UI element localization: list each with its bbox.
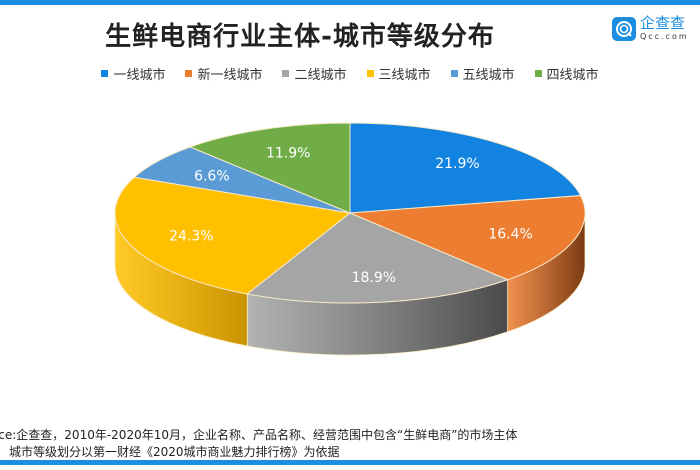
pie-slice-2: [246, 212, 510, 304]
legend-label: 二线城市: [294, 68, 347, 83]
legend-label: 新一线城市: [197, 68, 263, 83]
pie-slice-5: [188, 122, 351, 214]
source-note: urce:企查查，2010年-2020年10月，企业名称、产品名称、经营范围中包…: [0, 428, 518, 442]
pie-label-0: 21.9%: [435, 156, 479, 172]
chart-legend: 一线城市 新一线城市 二线城市 三线城市 五线城市 四线城市: [0, 64, 700, 83]
bottom-accent-bar: [0, 460, 700, 465]
pie-top-faces: [114, 122, 586, 304]
legend-item-new-tier1: 新一线城市: [185, 64, 262, 83]
legend-label: 三线城市: [378, 68, 431, 83]
pie-label-2: 18.9%: [352, 270, 396, 286]
pie-label-1: 16.4%: [488, 226, 532, 242]
legend-item-tier2: 二线城市: [282, 64, 347, 83]
pie-label-5: 11.9%: [266, 146, 310, 162]
pie-slice-0: [349, 122, 582, 214]
legend-label: 五线城市: [462, 68, 515, 83]
pie-label-4: 6.6%: [194, 169, 230, 185]
pie-label-3: 24.3%: [169, 229, 213, 245]
top-accent-bar: [0, 0, 700, 5]
pie-slice-1: [349, 195, 586, 281]
legend-item-tier3: 三线城市: [366, 64, 431, 83]
legend-swatch: [282, 70, 290, 77]
qcc-logo-icon: [612, 16, 636, 41]
legend-item-tier1: 一线城市: [101, 64, 165, 83]
chart-title: 生鲜电商行业主体-城市等级分布: [105, 22, 495, 52]
methodology-note: 城市等级划分以第一财经《2020城市商业魅力排行榜》为依据: [9, 445, 340, 459]
pie-slice-3: [114, 176, 352, 295]
legend-swatch: [101, 70, 109, 77]
pie-data-labels: 21.9% 16.4% 18.9% 24.3% 6.6% 11.9%: [169, 146, 533, 286]
legend-swatch: [534, 70, 542, 77]
logo-cn-text: 企查查: [640, 14, 686, 32]
legend-swatch: [366, 70, 374, 77]
legend-item-tier4: 四线城市: [534, 64, 599, 83]
legend-label: 四线城市: [546, 68, 599, 83]
legend-swatch: [185, 70, 193, 77]
legend-item-tier5: 五线城市: [450, 64, 515, 83]
legend-label: 一线城市: [113, 68, 166, 83]
logo-en-text: Qcc.com: [640, 32, 689, 41]
qcc-logo: 企查查 Qcc.com: [612, 16, 689, 41]
legend-swatch: [450, 70, 458, 77]
